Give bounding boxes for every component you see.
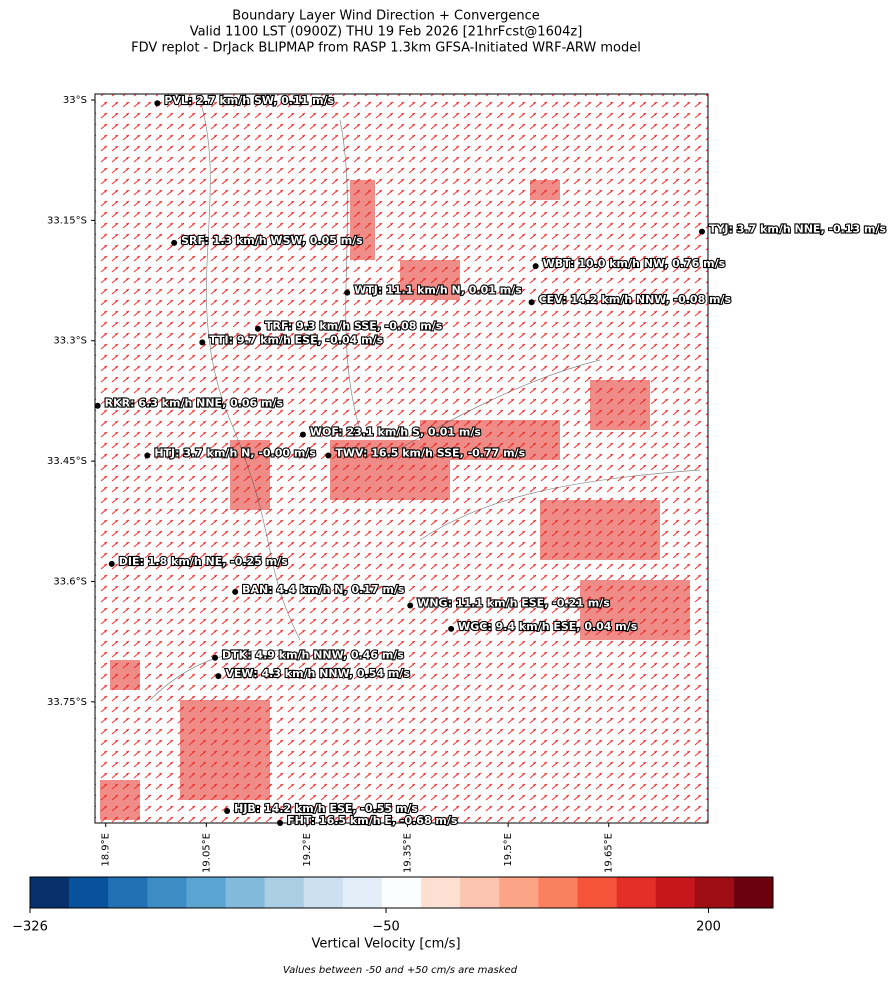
station-point bbox=[232, 588, 239, 595]
station-label: HTJ: 3.7 km/h N, -0.00 m/s bbox=[154, 446, 316, 459]
station-point bbox=[448, 625, 455, 632]
colorbar-tick-label: −326 bbox=[12, 920, 48, 935]
station-label: WGC: 9.4 km/h ESE, 0.04 m/s bbox=[458, 620, 638, 633]
x-tick-label: 19.2°E bbox=[302, 833, 313, 867]
station-point bbox=[528, 299, 535, 306]
station-point bbox=[325, 452, 332, 459]
station-point bbox=[144, 452, 151, 459]
y-tick-label: 33.3°S bbox=[53, 336, 87, 347]
colorbar-box bbox=[264, 877, 305, 908]
colorbar-box bbox=[733, 877, 774, 908]
note: Values between -50 and +50 cm/s are mask… bbox=[283, 965, 518, 976]
map-background bbox=[95, 94, 708, 823]
station-label: DIE: 1.8 km/h NE, -0.25 m/s bbox=[119, 555, 288, 568]
station-label: TWV: 16.5 km/h SSE, -0.77 m/s bbox=[335, 446, 525, 459]
station-label: RKR: 6.3 km/h NNE, 0.06 m/s bbox=[105, 397, 284, 410]
station-point bbox=[171, 239, 178, 246]
station-point bbox=[254, 325, 261, 332]
title-line: Boundary Layer Wind Direction + Converge… bbox=[232, 9, 540, 24]
colorbar-box bbox=[421, 877, 461, 908]
station-label: WBT: 10.0 km/h NW, 0.76 m/s bbox=[543, 257, 726, 270]
station-label: DTK: 4.9 km/h NNW, 0.46 m/s bbox=[222, 649, 404, 662]
colorbar-tick-label: −50 bbox=[372, 920, 399, 935]
station-label: HJB: 14.2 km/h ESE, -0.55 m/s bbox=[234, 802, 418, 815]
colorbar-box bbox=[616, 877, 656, 908]
colorbar-box bbox=[538, 877, 578, 908]
colorbar-tick-label: 200 bbox=[696, 920, 721, 935]
station-point bbox=[344, 289, 351, 296]
colorbar-box bbox=[381, 877, 422, 908]
station-point bbox=[532, 263, 539, 270]
station-point bbox=[212, 654, 219, 661]
colorbar-box bbox=[694, 877, 735, 908]
colorbar-box bbox=[577, 877, 617, 908]
map-frame bbox=[94, 93, 709, 824]
colorbar-box bbox=[225, 877, 265, 908]
station-label: FHT: 16.5 km/h E, -0.68 m/s bbox=[287, 814, 458, 827]
station-label: WNG: 11.1 km/h ESE, -0.21 m/s bbox=[417, 597, 610, 610]
station-point bbox=[215, 673, 222, 680]
y-tick-label: 33.45°S bbox=[47, 456, 87, 467]
x-tick-label: 19.65°E bbox=[604, 833, 615, 873]
station-label: PVL: 2.7 km/h SW, 0.11 m/s bbox=[164, 94, 334, 107]
station-point bbox=[277, 820, 284, 826]
colorbar-box bbox=[303, 877, 344, 908]
colorbar-box bbox=[499, 877, 539, 908]
station-point bbox=[407, 602, 414, 609]
station-label: WTJ: 11.1 km/h N, 0.01 m/s bbox=[354, 284, 522, 297]
colorbar-frame bbox=[29, 876, 774, 909]
station-point bbox=[199, 339, 206, 346]
title-line: FDV replot - DrJack BLIPMAP from RASP 1.… bbox=[131, 41, 641, 56]
x-tick-label: 18.9°E bbox=[101, 833, 112, 867]
colorbar-box bbox=[655, 877, 696, 908]
colorbar-box bbox=[108, 877, 148, 908]
colorbar-box bbox=[186, 877, 226, 908]
y-tick-label: 33.15°S bbox=[47, 215, 87, 226]
station-label: BAN: 4.4 km/h N, 0.17 m/s bbox=[242, 583, 405, 596]
x-tick-label: 19.35°E bbox=[403, 833, 414, 873]
colorbar-label: Vertical Velocity [cm/s] bbox=[311, 937, 460, 952]
colorbar-box bbox=[30, 877, 70, 908]
colorbar-box bbox=[342, 877, 383, 908]
station-label: WOF: 23.1 km/h S, 0.01 m/s bbox=[310, 426, 481, 439]
title-line: Valid 1100 LST (0900Z) THU 19 Feb 2026 [… bbox=[190, 25, 583, 40]
station-point bbox=[94, 402, 101, 409]
colorbar-box bbox=[69, 877, 109, 908]
station-point bbox=[299, 431, 306, 438]
colorbar-box bbox=[460, 877, 500, 908]
station-point bbox=[698, 228, 705, 235]
y-tick-label: 33°S bbox=[63, 95, 87, 106]
station-label: TYJ: 3.7 km/h NNE, -0.13 m/s bbox=[709, 223, 887, 236]
x-tick-label: 19.05°E bbox=[201, 833, 212, 873]
station-label: CEV: 14.2 km/h NNW, -0.08 m/s bbox=[539, 293, 732, 306]
station-label: TTI: 9.7 km/h ESE, -0.04 m/s bbox=[209, 333, 383, 346]
x-tick-label: 19.5°E bbox=[503, 833, 514, 867]
station-label: SRF: 1.3 km/h WSW, 0.05 m/s bbox=[181, 234, 363, 247]
colorbar-box bbox=[147, 877, 187, 908]
station-point bbox=[108, 560, 115, 567]
y-tick-label: 33.75°S bbox=[47, 697, 87, 708]
station-label: VEW: 4.3 km/h NNW, 0.54 m/s bbox=[225, 667, 410, 680]
y-tick-label: 33.6°S bbox=[53, 576, 87, 587]
station-point bbox=[154, 100, 161, 107]
station-label: TRF: 9.3 km/h SSE, -0.08 m/s bbox=[265, 320, 443, 333]
station-point bbox=[224, 807, 231, 814]
